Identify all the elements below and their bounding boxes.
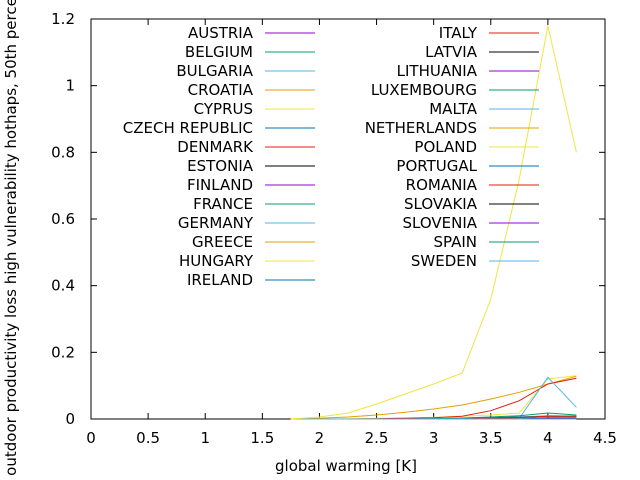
legend-label-cyprus: CYPRUS xyxy=(194,100,253,118)
legend-label-germany: GERMANY xyxy=(178,214,254,232)
legend-label-austria: AUSTRIA xyxy=(188,24,254,42)
x-tick-label: 2 xyxy=(315,429,325,447)
legend-label-malta: MALTA xyxy=(429,100,477,118)
y-tick-label: 0.8 xyxy=(51,143,75,161)
x-tick-label: 3 xyxy=(429,429,439,447)
legend-label-croatia: CROATIA xyxy=(188,81,254,99)
legend-label-romania: ROMANIA xyxy=(406,176,478,194)
legend-label-slovakia: SLOVAKIA xyxy=(404,195,478,213)
legend-label-bulgaria: BULGARIA xyxy=(176,62,253,80)
legend-label-portugal: PORTUGAL xyxy=(396,157,477,175)
legend-label-denmark: DENMARK xyxy=(177,138,254,156)
x-tick-label: 0.5 xyxy=(136,429,160,447)
legend-label-czech-republic: CZECH REPUBLIC xyxy=(123,119,253,137)
series-lines xyxy=(290,25,577,420)
x-tick-label: 0 xyxy=(86,429,96,447)
legend: AUSTRIABELGIUMBULGARIACROATIACYPRUSCZECH… xyxy=(123,24,539,289)
legend-label-luxembourg: LUXEMBOURG xyxy=(371,81,477,99)
y-tick-label: 0.2 xyxy=(51,343,75,361)
legend-label-italy: ITALY xyxy=(439,24,478,42)
legend-label-greece: GREECE xyxy=(192,233,253,251)
legend-label-spain: SPAIN xyxy=(433,233,477,251)
x-tick-label: 1.5 xyxy=(250,429,274,447)
legend-label-ireland: IRELAND xyxy=(187,271,253,289)
legend-label-latvia: LATVIA xyxy=(425,43,478,61)
legend-label-finland: FINLAND xyxy=(187,176,253,194)
legend-label-hungary: HUNGARY xyxy=(179,252,254,270)
x-tick-label: 4.5 xyxy=(593,429,617,447)
series-line-greece xyxy=(290,375,577,420)
y-tick-label: 0.6 xyxy=(51,210,75,228)
legend-label-netherlands: NETHERLANDS xyxy=(365,119,477,137)
y-tick-label: 0.4 xyxy=(51,277,75,295)
legend-label-slovenia: SLOVENIA xyxy=(402,214,477,232)
legend-label-belgium: BELGIUM xyxy=(185,43,253,61)
x-tick-label: 3.5 xyxy=(479,429,503,447)
y-axis-label: outdoor productivity loss high vulnerabi… xyxy=(2,0,20,476)
x-tick-label: 4 xyxy=(543,429,553,447)
plot-border xyxy=(90,18,606,420)
y-tick-label: 1 xyxy=(65,77,75,95)
y-tick-label: 1.2 xyxy=(51,10,75,28)
legend-label-estonia: ESTONIA xyxy=(187,157,254,175)
legend-label-lithuania: LITHUANIA xyxy=(397,62,478,80)
legend-label-sweden: SWEDEN xyxy=(411,252,477,270)
x-axis-label: global warming [K] xyxy=(275,457,417,475)
y-tick-label: 0 xyxy=(65,410,75,428)
legend-label-poland: POLAND xyxy=(414,138,477,156)
x-tick-label: 1 xyxy=(200,429,210,447)
legend-label-france: FRANCE xyxy=(193,195,253,213)
plot-area: 0 0.5 1 1.5 2 2.5 3 3.5 4 4.5 0 0.2 0.4 0.6 0.8 1 1.2 xyxy=(51,10,617,447)
x-tick-label: 2.5 xyxy=(365,429,389,447)
